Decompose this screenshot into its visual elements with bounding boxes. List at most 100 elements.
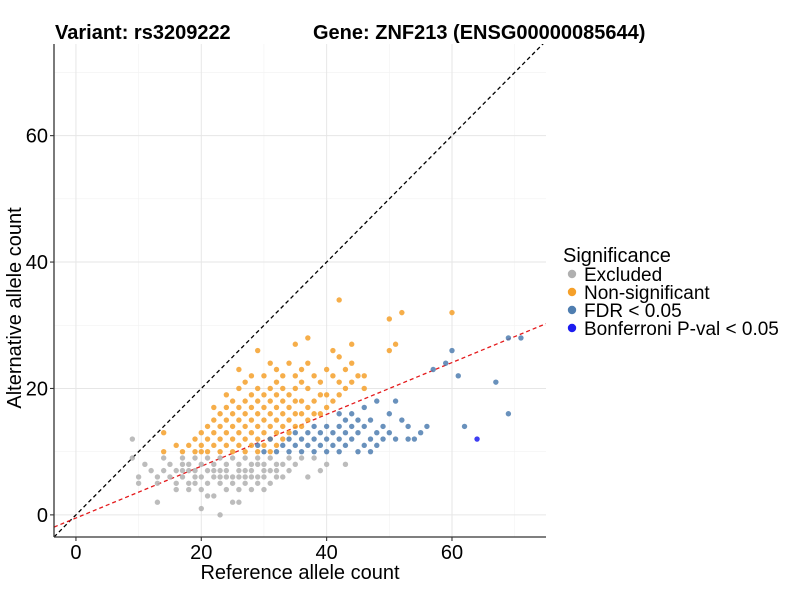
point-fdr-0-05	[374, 398, 380, 404]
point-fdr-0-05	[505, 411, 512, 417]
point-non-significant	[311, 373, 317, 379]
point-non-significant	[261, 417, 267, 423]
point-fdr-0-05	[336, 423, 342, 430]
legend-key-excluded	[567, 269, 577, 279]
point-fdr-0-05	[267, 436, 273, 442]
point-non-significant	[242, 398, 248, 404]
point-excluded	[229, 474, 236, 480]
point-excluded	[311, 455, 317, 461]
point-non-significant	[204, 423, 211, 430]
point-fdr-0-05	[342, 417, 349, 423]
point-non-significant	[298, 366, 305, 373]
legend-title: Significance	[563, 245, 671, 267]
point-excluded	[186, 467, 192, 474]
point-non-significant	[305, 335, 311, 341]
point-fdr-0-05	[261, 448, 267, 455]
point-non-significant	[280, 385, 286, 392]
point-non-significant	[392, 341, 399, 347]
reference-line-identity	[54, 44, 544, 537]
point-non-significant	[349, 341, 355, 347]
gene-title: Gene: ZNF213 (ENSG00000085644)	[313, 22, 645, 44]
point-non-significant	[305, 360, 311, 366]
point-non-significant	[242, 436, 248, 442]
point-fdr-0-05	[443, 360, 449, 366]
point-excluded	[167, 461, 173, 468]
point-excluded	[204, 493, 211, 499]
point-excluded	[261, 474, 267, 480]
point-excluded	[305, 474, 311, 480]
point-non-significant	[280, 436, 286, 442]
point-fdr-0-05	[342, 430, 349, 436]
variant-title: Variant: rs3209222	[55, 22, 231, 44]
point-non-significant	[186, 442, 192, 449]
point-fdr-0-05	[424, 423, 430, 430]
point-non-significant	[236, 385, 242, 392]
point-fdr-0-05	[355, 448, 361, 455]
point-excluded	[317, 467, 324, 474]
point-non-significant	[267, 448, 273, 455]
point-fdr-0-05	[374, 442, 380, 449]
point-fdr-0-05	[305, 430, 311, 436]
point-excluded	[254, 461, 261, 468]
y-tick-label: 40	[26, 252, 48, 274]
point-non-significant	[361, 385, 367, 392]
point-non-significant	[298, 423, 305, 430]
point-excluded	[286, 467, 292, 474]
legend-key-fdr-0-05	[567, 305, 577, 315]
point-non-significant	[311, 398, 317, 404]
point-non-significant	[298, 411, 305, 417]
point-non-significant	[361, 373, 367, 379]
point-non-significant	[273, 417, 280, 423]
point-non-significant	[286, 417, 292, 423]
point-non-significant	[286, 392, 292, 398]
point-excluded	[179, 467, 186, 474]
point-non-significant	[236, 404, 242, 411]
point-non-significant	[342, 385, 349, 392]
point-non-significant	[242, 379, 248, 385]
point-fdr-0-05	[449, 347, 455, 354]
point-non-significant	[267, 423, 273, 430]
point-non-significant	[204, 436, 211, 442]
grid-lines	[54, 44, 546, 537]
point-fdr-0-05	[355, 417, 361, 423]
point-non-significant	[229, 448, 236, 455]
legend-label-fdr-0-05: FDR < 0.05	[584, 301, 682, 322]
point-fdr-0-05	[254, 442, 261, 449]
legend: Significance ExcludedNon-significantFDR …	[563, 245, 779, 340]
point-excluded	[292, 461, 298, 468]
point-excluded	[204, 480, 211, 486]
point-fdr-0-05	[323, 436, 330, 442]
y-tick-label: 60	[26, 126, 48, 148]
point-fdr-0-05	[405, 423, 411, 430]
point-fdr-0-05	[336, 436, 342, 442]
x-tick-label: 0	[70, 542, 81, 564]
point-excluded	[179, 455, 186, 461]
point-non-significant	[386, 347, 393, 354]
point-non-significant	[386, 316, 393, 322]
point-non-significant	[261, 392, 267, 398]
point-fdr-0-05	[317, 442, 324, 449]
point-non-significant	[236, 442, 242, 449]
point-excluded	[248, 467, 255, 474]
point-fdr-0-05	[330, 442, 336, 449]
point-fdr-0-05	[405, 436, 411, 442]
point-excluded	[186, 486, 192, 493]
legend-key-non-significant	[567, 287, 577, 297]
point-excluded	[179, 461, 186, 468]
point-excluded	[198, 461, 204, 468]
point-excluded	[148, 467, 154, 474]
point-excluded	[173, 467, 179, 474]
point-fdr-0-05	[505, 335, 512, 341]
point-excluded	[204, 467, 211, 474]
x-tick-label: 20	[190, 542, 212, 564]
point-non-significant	[286, 430, 292, 436]
point-excluded	[229, 480, 236, 486]
point-excluded	[167, 474, 173, 480]
point-excluded	[280, 461, 286, 468]
point-excluded	[211, 493, 217, 499]
point-non-significant	[273, 379, 280, 385]
legend-label-excluded: Excluded	[584, 265, 662, 286]
point-non-significant	[311, 411, 317, 417]
point-non-significant	[254, 448, 261, 455]
